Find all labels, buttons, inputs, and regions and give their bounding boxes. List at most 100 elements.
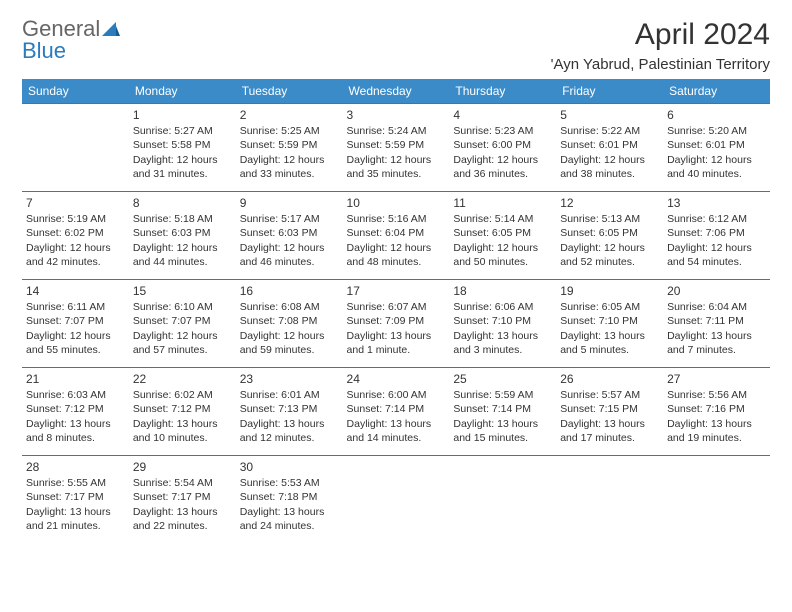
daylight-line: Daylight: 12 hours and 52 minutes. (560, 241, 659, 269)
sunrise-line: Sunrise: 6:03 AM (26, 388, 125, 402)
sunrise-line: Sunrise: 6:08 AM (240, 300, 339, 314)
calendar-head: SundayMondayTuesdayWednesdayThursdayFrid… (22, 79, 770, 104)
page-header: General Blue April 2024 'Ayn Yabrud, Pal… (22, 18, 770, 73)
calendar-day-cell: 26Sunrise: 5:57 AMSunset: 7:15 PMDayligh… (556, 368, 663, 456)
sunrise-line: Sunrise: 5:57 AM (560, 388, 659, 402)
calendar-day-cell (449, 456, 556, 544)
location: 'Ayn Yabrud, Palestinian Territory (551, 56, 770, 73)
daylight-line: Daylight: 13 hours and 21 minutes. (26, 505, 125, 533)
daylight-line: Daylight: 12 hours and 42 minutes. (26, 241, 125, 269)
calendar-day-cell: 29Sunrise: 5:54 AMSunset: 7:17 PMDayligh… (129, 456, 236, 544)
daylight-line: Daylight: 12 hours and 36 minutes. (453, 153, 552, 181)
sunset-line: Sunset: 7:07 PM (26, 314, 125, 328)
sunset-line: Sunset: 6:00 PM (453, 138, 552, 152)
day-number: 4 (453, 107, 552, 123)
calendar-table: SundayMondayTuesdayWednesdayThursdayFrid… (22, 79, 770, 544)
calendar-day-cell: 14Sunrise: 6:11 AMSunset: 7:07 PMDayligh… (22, 280, 129, 368)
calendar-day-cell: 9Sunrise: 5:17 AMSunset: 6:03 PMDaylight… (236, 192, 343, 280)
sunset-line: Sunset: 7:06 PM (667, 226, 766, 240)
sunset-line: Sunset: 7:11 PM (667, 314, 766, 328)
calendar-day-cell (22, 104, 129, 192)
sunrise-line: Sunrise: 6:07 AM (347, 300, 446, 314)
day-number: 5 (560, 107, 659, 123)
calendar-week-row: 14Sunrise: 6:11 AMSunset: 7:07 PMDayligh… (22, 280, 770, 368)
day-number: 12 (560, 195, 659, 211)
day-number: 30 (240, 459, 339, 475)
weekday-header: Wednesday (343, 79, 450, 104)
day-number: 14 (26, 283, 125, 299)
sunrise-line: Sunrise: 6:05 AM (560, 300, 659, 314)
sunset-line: Sunset: 7:09 PM (347, 314, 446, 328)
calendar-day-cell: 2Sunrise: 5:25 AMSunset: 5:59 PMDaylight… (236, 104, 343, 192)
day-number: 2 (240, 107, 339, 123)
daylight-line: Daylight: 13 hours and 24 minutes. (240, 505, 339, 533)
sunset-line: Sunset: 6:03 PM (133, 226, 232, 240)
sunset-line: Sunset: 7:15 PM (560, 402, 659, 416)
calendar-day-cell: 17Sunrise: 6:07 AMSunset: 7:09 PMDayligh… (343, 280, 450, 368)
day-number: 28 (26, 459, 125, 475)
sunrise-line: Sunrise: 5:53 AM (240, 476, 339, 490)
sunset-line: Sunset: 7:18 PM (240, 490, 339, 504)
calendar-day-cell: 13Sunrise: 6:12 AMSunset: 7:06 PMDayligh… (663, 192, 770, 280)
sunrise-line: Sunrise: 6:01 AM (240, 388, 339, 402)
daylight-line: Daylight: 12 hours and 44 minutes. (133, 241, 232, 269)
weekday-header: Sunday (22, 79, 129, 104)
daylight-line: Daylight: 13 hours and 15 minutes. (453, 417, 552, 445)
sunset-line: Sunset: 6:04 PM (347, 226, 446, 240)
sunset-line: Sunset: 7:13 PM (240, 402, 339, 416)
calendar-day-cell (663, 456, 770, 544)
calendar-day-cell (343, 456, 450, 544)
calendar-day-cell: 11Sunrise: 5:14 AMSunset: 6:05 PMDayligh… (449, 192, 556, 280)
day-number: 19 (560, 283, 659, 299)
daylight-line: Daylight: 13 hours and 5 minutes. (560, 329, 659, 357)
calendar-day-cell: 30Sunrise: 5:53 AMSunset: 7:18 PMDayligh… (236, 456, 343, 544)
day-number: 26 (560, 371, 659, 387)
day-number: 24 (347, 371, 446, 387)
calendar-day-cell: 4Sunrise: 5:23 AMSunset: 6:00 PMDaylight… (449, 104, 556, 192)
day-number: 9 (240, 195, 339, 211)
calendar-day-cell: 5Sunrise: 5:22 AMSunset: 6:01 PMDaylight… (556, 104, 663, 192)
day-number: 6 (667, 107, 766, 123)
day-number: 29 (133, 459, 232, 475)
sunset-line: Sunset: 7:12 PM (133, 402, 232, 416)
day-number: 27 (667, 371, 766, 387)
daylight-line: Daylight: 12 hours and 59 minutes. (240, 329, 339, 357)
sunrise-line: Sunrise: 6:02 AM (133, 388, 232, 402)
calendar-body: 1Sunrise: 5:27 AMSunset: 5:58 PMDaylight… (22, 104, 770, 544)
sunrise-line: Sunrise: 5:20 AM (667, 124, 766, 138)
calendar-day-cell (556, 456, 663, 544)
day-number: 13 (667, 195, 766, 211)
sunrise-line: Sunrise: 5:16 AM (347, 212, 446, 226)
calendar-day-cell: 12Sunrise: 5:13 AMSunset: 6:05 PMDayligh… (556, 192, 663, 280)
logo-sail-icon (102, 22, 120, 36)
daylight-line: Daylight: 12 hours and 55 minutes. (26, 329, 125, 357)
sunset-line: Sunset: 7:12 PM (26, 402, 125, 416)
daylight-line: Daylight: 13 hours and 14 minutes. (347, 417, 446, 445)
calendar-day-cell: 10Sunrise: 5:16 AMSunset: 6:04 PMDayligh… (343, 192, 450, 280)
day-number: 17 (347, 283, 446, 299)
sunset-line: Sunset: 7:14 PM (453, 402, 552, 416)
sunset-line: Sunset: 7:07 PM (133, 314, 232, 328)
weekday-header: Saturday (663, 79, 770, 104)
sunrise-line: Sunrise: 6:06 AM (453, 300, 552, 314)
sunrise-line: Sunrise: 5:59 AM (453, 388, 552, 402)
daylight-line: Daylight: 12 hours and 50 minutes. (453, 241, 552, 269)
calendar-week-row: 28Sunrise: 5:55 AMSunset: 7:17 PMDayligh… (22, 456, 770, 544)
weekday-header: Friday (556, 79, 663, 104)
calendar-day-cell: 20Sunrise: 6:04 AMSunset: 7:11 PMDayligh… (663, 280, 770, 368)
logo: General Blue (22, 18, 120, 62)
day-number: 11 (453, 195, 552, 211)
sunrise-line: Sunrise: 5:25 AM (240, 124, 339, 138)
sunrise-line: Sunrise: 5:13 AM (560, 212, 659, 226)
sunrise-line: Sunrise: 5:18 AM (133, 212, 232, 226)
sunrise-line: Sunrise: 5:54 AM (133, 476, 232, 490)
day-number: 18 (453, 283, 552, 299)
calendar-week-row: 1Sunrise: 5:27 AMSunset: 5:58 PMDaylight… (22, 104, 770, 192)
sunrise-line: Sunrise: 5:24 AM (347, 124, 446, 138)
logo-word-2: Blue (22, 40, 120, 62)
sunset-line: Sunset: 6:02 PM (26, 226, 125, 240)
sunrise-line: Sunrise: 5:55 AM (26, 476, 125, 490)
day-number: 21 (26, 371, 125, 387)
sunrise-line: Sunrise: 6:11 AM (26, 300, 125, 314)
daylight-line: Daylight: 13 hours and 10 minutes. (133, 417, 232, 445)
